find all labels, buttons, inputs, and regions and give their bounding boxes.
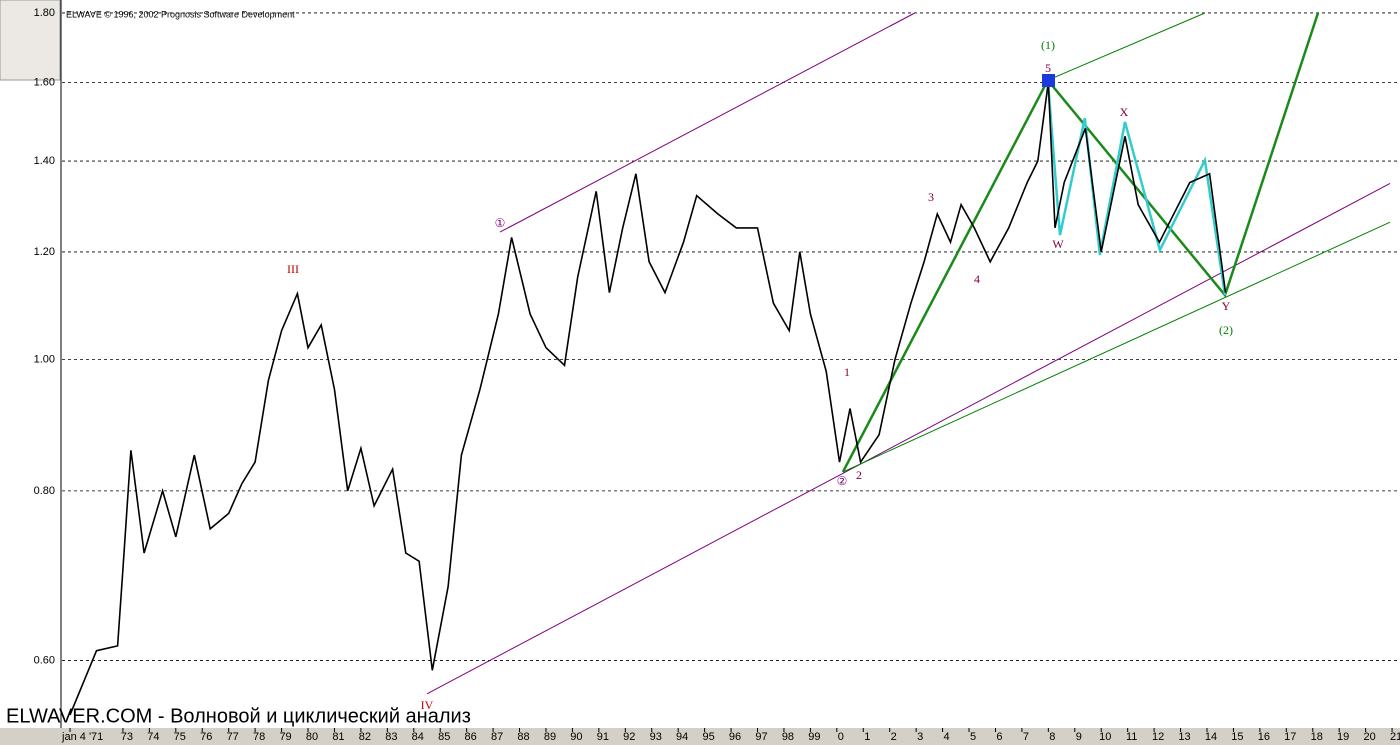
wave-label: (2) (1219, 323, 1233, 337)
x-tick-label: 80 (306, 731, 318, 743)
x-tick-label: 19 (1337, 731, 1349, 743)
x-tick-label: 91 (597, 731, 609, 743)
peak-marker (1042, 74, 1055, 87)
y-tick-label: 1.80 (34, 7, 55, 19)
chart-title: ELWAVE © 1996, 2002 Prognosis Software D… (66, 9, 295, 19)
x-tick-label: 87 (491, 731, 503, 743)
x-tick-label: 74 (147, 731, 159, 743)
x-tick-label: 98 (782, 731, 794, 743)
x-tick-label: 8 (1049, 731, 1055, 743)
x-tick-label: 88 (517, 731, 529, 743)
x-tick-label: 1 (864, 731, 870, 743)
x-tick-label: 14 (1205, 731, 1217, 743)
x-tick-label: 81 (332, 731, 344, 743)
x-tick-label: 94 (676, 731, 688, 743)
x-tick-label: 12 (1152, 731, 1164, 743)
x-tick-label: jan 4 '71 (61, 731, 103, 743)
y-tick-label: 1.00 (34, 353, 55, 365)
x-tick-label: 97 (755, 731, 767, 743)
x-tick-label: 5 (970, 731, 976, 743)
x-tick-label: 78 (253, 731, 265, 743)
x-tick-label: 21 (1390, 731, 1400, 743)
x-tick-label: 76 (200, 731, 212, 743)
wave-label: 4 (974, 272, 980, 286)
x-tick-label: 90 (570, 731, 582, 743)
wave-label: 3 (928, 190, 934, 204)
x-tick-label: 9 (1076, 731, 1082, 743)
wave-label: ② (837, 474, 848, 488)
x-tick-label: 16 (1258, 731, 1270, 743)
wave-label: 5 (1045, 61, 1051, 75)
x-tick-label: 92 (623, 731, 635, 743)
x-tick-label: 10 (1099, 731, 1111, 743)
wave-label: III (287, 262, 299, 276)
wave-label: ① (495, 216, 506, 230)
x-tick-label: 79 (279, 731, 291, 743)
wave-label: (1) (1041, 38, 1055, 52)
x-tick-label: 4 (944, 731, 950, 743)
wave-label: 2 (856, 468, 862, 482)
x-tick-label: 82 (359, 731, 371, 743)
x-tick-label: 20 (1364, 731, 1376, 743)
x-tick-label: 7 (1023, 731, 1029, 743)
y-tick-label: 1.40 (34, 155, 55, 167)
x-tick-label: 84 (412, 731, 424, 743)
wave-label: W (1052, 237, 1064, 251)
trend-line (841, 12, 1320, 473)
x-axis-band (0, 728, 1400, 745)
x-tick-label: 89 (544, 731, 556, 743)
x-tick-label: 99 (808, 731, 820, 743)
trend-line (1046, 80, 1227, 296)
x-tick-label: 13 (1178, 731, 1190, 743)
x-tick-label: 77 (227, 731, 239, 743)
wave-label: Y (1222, 299, 1231, 313)
x-tick-label: 2 (891, 731, 897, 743)
x-tick-label: 15 (1231, 731, 1243, 743)
y-tick-label: 1.60 (34, 76, 55, 88)
x-tick-label: 17 (1284, 731, 1296, 743)
x-tick-label: 6 (996, 731, 1002, 743)
y-tick-label: 0.80 (34, 485, 55, 497)
wave-label: 1 (844, 365, 850, 379)
x-tick-label: 96 (729, 731, 741, 743)
x-tick-label: 86 (465, 731, 477, 743)
y-tick-label: 0.60 (34, 654, 55, 666)
x-tick-label: 75 (174, 731, 186, 743)
trend-line (499, 12, 916, 233)
wave-label: X (1120, 105, 1129, 119)
corner-box (0, 0, 61, 81)
trend-line (1047, 12, 1206, 81)
x-tick-label: 18 (1311, 731, 1323, 743)
trend-line (426, 182, 1391, 695)
x-tick-label: 93 (650, 731, 662, 743)
x-tick-label: 11 (1126, 731, 1137, 743)
footer: ELWAVER.COM - Волновой и циклический ана… (6, 705, 471, 727)
wave-label: IV (421, 698, 434, 712)
x-tick-label: 73 (121, 731, 133, 743)
x-tick-label: 95 (702, 731, 714, 743)
x-tick-label: 3 (917, 731, 923, 743)
x-tick-label: 0 (838, 731, 844, 743)
price-line (69, 82, 1227, 716)
trend-line (842, 221, 1391, 473)
y-tick-label: 1.20 (34, 246, 55, 258)
x-tick-label: 85 (438, 731, 450, 743)
x-tick-label: 83 (385, 731, 397, 743)
